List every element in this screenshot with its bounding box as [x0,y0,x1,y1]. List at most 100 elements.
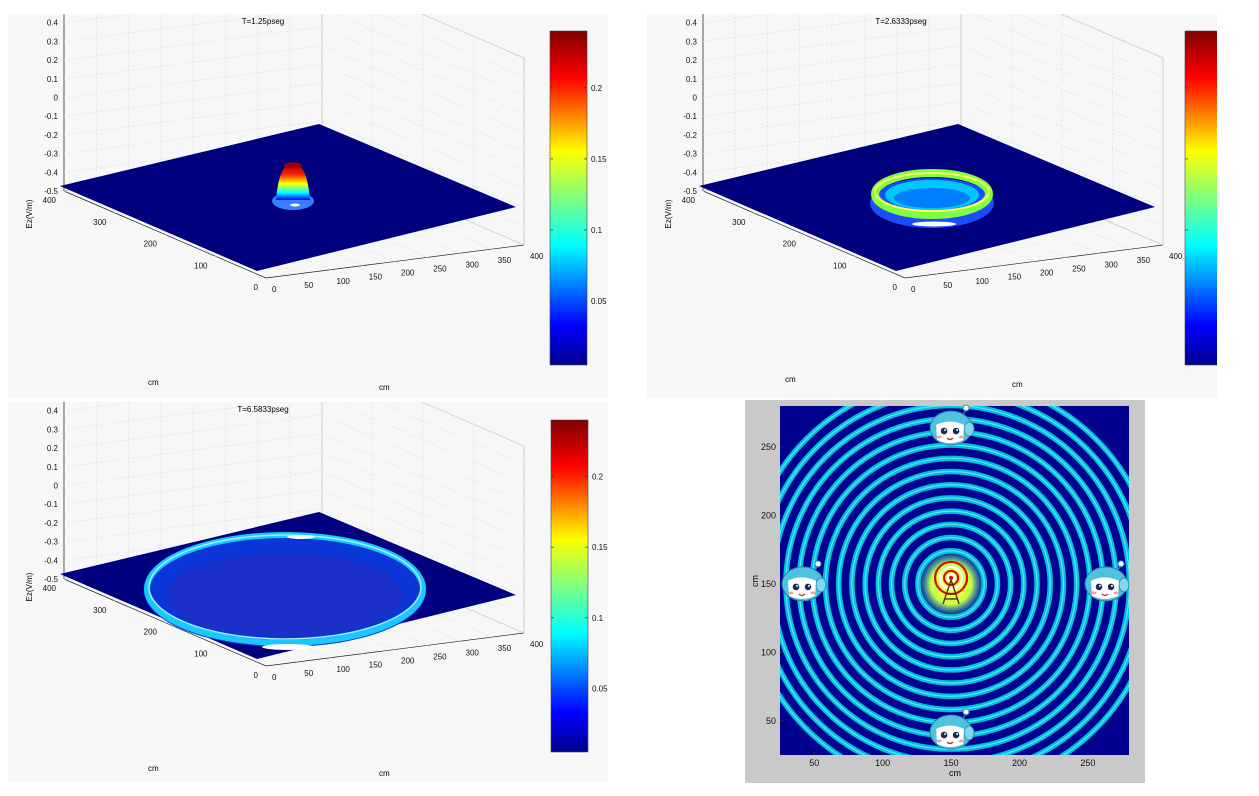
z-tick-label: 0.3 [47,425,59,434]
x-axis-label: cm [379,383,390,392]
x-tick-label: 250 [1072,264,1086,273]
z-gridline [702,26,962,61]
z-ticks: 0.50.40.30.20.10-0.1-0.2-0.3-0.4-0.5 [44,19,59,196]
z-tick-label: -0.3 [683,150,697,159]
z-tick-label: 0.3 [686,37,698,46]
y-ticks: 0 100 200 300 400 [43,584,259,680]
y-tick-label: 200 [144,240,158,249]
colorbar-tick-label: 0.15 [591,155,607,164]
robot-icon [929,404,975,446]
robot-mouth [946,437,954,441]
wave-ring-crest [890,523,1012,645]
y-tick-label: 300 [93,218,107,227]
wave-ring-crest [864,497,1038,671]
z-tick-label: 0.2 [47,444,59,453]
y-tick-label: 0 [893,283,898,292]
y-tick-label: 200 [144,628,158,637]
y-axis-label: cm [148,378,159,387]
robot-cheek [788,591,794,595]
z-gridline [960,26,1164,115]
wave-ring-crest [851,484,1051,684]
wave-ring-crest [877,510,1025,658]
ring-heatmap-svg: 50 100 150 200 250 250 200 150 100 50 cm cm [745,400,1145,783]
robot-antenna [814,565,819,571]
z-gridline [63,433,323,468]
wave-feature [144,532,426,650]
robot-icon [1084,560,1130,602]
y-ticks: 0 100 200 300 400 [43,196,259,292]
ring-highlight [287,535,315,539]
ring-heatmap: 50 100 150 200 250 250 200 150 100 50 cm cm [745,400,1145,783]
x-tick-label: 350 [1137,256,1151,265]
robot-eye [1107,583,1115,591]
z-tick-label: -0.5 [44,575,58,584]
x-tick-label: 250 [1080,758,1095,768]
wave-feature [870,169,994,228]
z-tick-label: -0.4 [44,168,58,177]
z-gridline [334,14,525,96]
surface-plot-t1: T=1.25pseg Ez(V/m) cm cm 0.50.40.30.20.1… [8,14,608,398]
robot-cheek [1113,591,1119,595]
z-tick-label: -0.1 [44,500,58,509]
robot-mouth [798,593,806,597]
z-tick-label: -0.2 [44,519,58,528]
robot-antenna [962,713,967,719]
y-tick-label: 400 [682,196,696,205]
robot-cheek [936,739,942,743]
y-axis-label: cm [148,764,159,773]
z-tick-label: 0 [54,482,59,491]
z-gridline [63,64,323,98]
z-gridline [702,64,962,98]
z-tick-label: 0 [54,94,59,103]
robot-icon [781,560,827,602]
surface-plot-t2: T=2.6333pseg Ez(V/m) cm cm 0.50.40.30.20… [647,14,1217,398]
x-ticks: 0 50 100 150 200 250 300 350 400 [911,252,1183,294]
y-ticks: 250 200 150 100 50 [761,442,783,726]
z-tick-label: -0.3 [44,538,58,547]
z-ticks: 0.50.40.30.20.10-0.1-0.2-0.3-0.4-0.5 [44,407,59,584]
z-gridline [63,414,323,449]
z-tick-label: -0.4 [683,168,697,177]
z-tick-label: -0.1 [44,112,58,121]
surface-plot-t3: T=6.5833pseg Ez(V/m) cm cm 0.50.40.30.20… [8,402,608,782]
x-tick-label: 250 [433,652,447,661]
z-gridline [63,470,323,505]
antenna-tower [942,579,960,605]
z-gridline [420,402,525,447]
x-tick-label: 0 [272,673,277,682]
robot-antenna-ball [962,404,970,412]
x-tick-label: 200 [401,657,415,666]
robot-eye-shine [796,584,798,587]
z-tick-label: 0.4 [47,19,59,28]
robot-eye-shine [956,733,959,735]
robot-cheek [958,435,964,439]
x-tick-label: 0 [272,285,277,294]
colorbar-tick-label: 0.05 [591,297,607,306]
robot-antenna-ball [962,708,970,716]
z-axis-label: Ez(V/m) [25,572,34,601]
surface-plot-t2-svg: T=2.6333pseg Ez(V/m) cm cm 0.50.40.30.20… [664,14,1217,389]
z-tick-label: 0.2 [686,56,698,65]
z-tick-label: -0.3 [44,150,58,159]
colorbar-ticks: 0.2 0.15 0.1 0.05 [551,473,608,693]
x-tick-label: 200 [1012,758,1027,768]
z-gridline [702,82,962,117]
ring-crest-top [874,172,990,212]
x-axis-label: cm [949,768,961,778]
colorbar-tick-label: 0.1 [592,614,604,623]
peak-highlight [290,203,300,207]
ring-inner [167,553,403,637]
robot-cheek [810,591,816,595]
x-tick-label: 350 [498,256,512,265]
robot-ear [963,725,975,741]
x-tick-label: 50 [304,281,313,290]
x-tick-label: 400 [530,640,544,649]
plot-title: T=2.6333pseg [875,17,926,26]
colorbar-tick-label: 0.2 [592,473,604,482]
z-tick-label: 0.2 [47,56,59,65]
robot-antenna [1117,565,1122,571]
x-tick-label: 150 [944,758,959,768]
robot-face [936,725,965,747]
x-tick-label: 50 [304,669,313,678]
robot-cheek [1091,591,1097,595]
